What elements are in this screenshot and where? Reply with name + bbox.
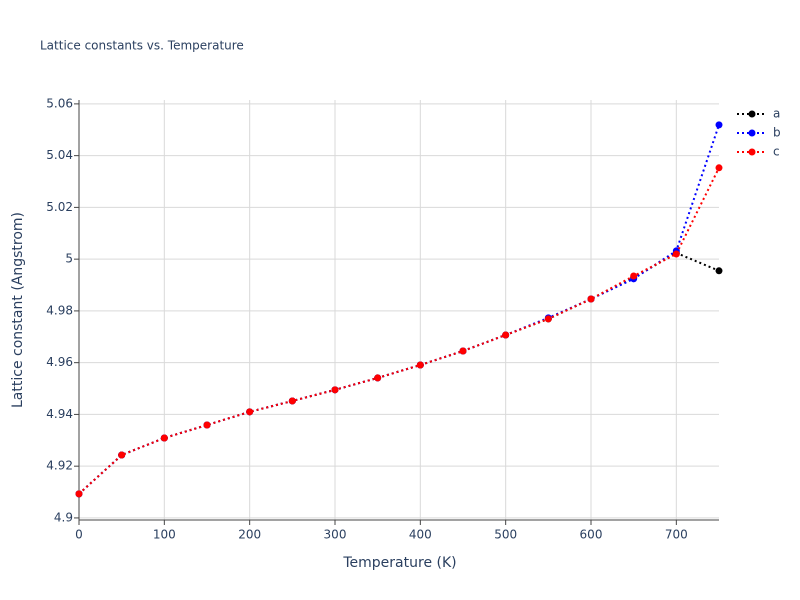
x-tick-label: 500 xyxy=(494,528,517,542)
chart-title: Lattice constants vs. Temperature xyxy=(40,39,244,53)
legend-marker xyxy=(748,148,756,156)
data-point xyxy=(331,386,339,394)
legend-label: b xyxy=(773,126,781,140)
data-point xyxy=(715,267,723,275)
data-point xyxy=(672,250,680,258)
data-point xyxy=(715,164,723,172)
data-point xyxy=(374,374,382,382)
legend-marker xyxy=(748,129,756,137)
x-tick-label: 200 xyxy=(238,528,261,542)
data-point xyxy=(288,397,296,405)
y-tick-label: 4.98 xyxy=(46,303,73,317)
x-tick-label: 600 xyxy=(580,528,603,542)
y-tick-label: 4.9 xyxy=(54,510,73,524)
data-point xyxy=(75,490,83,498)
y-axis-title: Lattice constant (Angstrom) xyxy=(10,212,26,408)
series-line xyxy=(78,124,720,495)
legend-marker xyxy=(748,110,756,118)
y-tick-label: 4.96 xyxy=(46,355,73,369)
data-point xyxy=(502,331,510,339)
data-point xyxy=(246,408,254,416)
x-tick-label: 700 xyxy=(665,528,688,542)
legend-label: a xyxy=(773,107,780,121)
data-point xyxy=(416,361,424,369)
data-point xyxy=(118,451,126,459)
y-tick-label: 5 xyxy=(65,252,73,266)
x-tick-label: 300 xyxy=(324,528,347,542)
y-tick-label: 5.04 xyxy=(46,148,73,162)
data-point xyxy=(630,272,638,280)
x-tick-label: 400 xyxy=(409,528,432,542)
y-tick-label: 4.92 xyxy=(46,459,73,473)
series-line xyxy=(78,167,720,495)
y-tick-label: 5.06 xyxy=(46,96,73,110)
y-tick-label: 5.02 xyxy=(46,200,73,214)
data-point xyxy=(459,347,467,355)
series-line xyxy=(78,251,720,495)
data-point xyxy=(160,434,168,442)
data-point xyxy=(587,295,595,303)
legend-label: c xyxy=(773,145,780,159)
data-point xyxy=(715,121,723,129)
y-tick-label: 4.94 xyxy=(46,407,73,421)
x-axis-title: Temperature (K) xyxy=(342,555,456,571)
x-tick-label: 0 xyxy=(75,528,83,542)
data-point xyxy=(203,421,211,429)
x-tick-label: 100 xyxy=(153,528,176,542)
data-point xyxy=(544,315,552,323)
